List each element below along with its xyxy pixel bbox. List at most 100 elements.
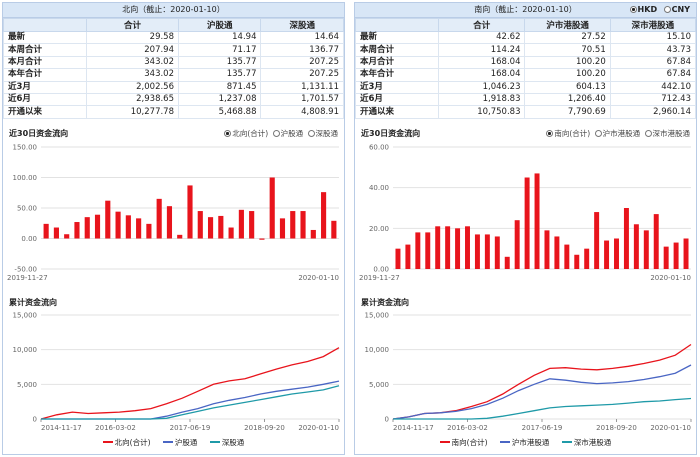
radio-label: 深股通: [315, 129, 339, 138]
row-label: 开通以来: [355, 105, 439, 119]
bar: [594, 212, 600, 269]
southbound-cumulative-chart: 15,000 10,000 5,000 0 2014-11-17 2016-03-02 20…: [365, 312, 692, 432]
bar: [524, 177, 530, 269]
cell-sz: 712.43: [609, 92, 697, 107]
cell-total: 2,002.56: [86, 80, 179, 94]
bar: [177, 234, 183, 239]
bar: [279, 218, 286, 239]
x-tick-label: 2016-03-02: [447, 424, 488, 432]
row-label: 近3月: [3, 80, 87, 94]
bar: [136, 218, 142, 239]
x-tick-label: 2019-11-27: [359, 274, 400, 282]
radio-selected-icon: [629, 6, 637, 13]
y-tick-label: 20.00: [369, 225, 389, 233]
radio-option-sz-hk[interactable]: 深市港股通: [644, 128, 691, 139]
radio-option-sh[interactable]: 沪股通: [272, 128, 303, 139]
cell-sz: 67.84: [609, 68, 697, 82]
x-tick-label: 2019-11-27: [7, 274, 48, 282]
series-line: [41, 385, 340, 420]
row-label: 近3月: [355, 80, 439, 94]
legend-swatch: [561, 441, 572, 443]
cumulative-chart-title: 累计资金流向: [361, 298, 409, 307]
series-line: [40, 347, 340, 420]
header-cell: [355, 18, 439, 32]
radio-option-north-total[interactable]: 北向(合计): [224, 128, 268, 139]
bar: [218, 215, 224, 239]
legend-label: 北向(合计): [114, 438, 151, 447]
row-label: 本月合计: [3, 55, 87, 70]
legend-swatch: [102, 441, 113, 443]
table-row: 开通以来 10,750.83 7,790.69 2,960.14: [355, 105, 697, 119]
table-row: 本周合计 114.24 70.51 43.73: [355, 43, 697, 57]
x-tick-label: 2014-11-17: [393, 424, 434, 432]
bar: [484, 234, 490, 269]
cell-sh: 70.51: [524, 43, 611, 57]
cell-sh: 1,206.40: [524, 92, 611, 107]
table-row: 近6月 2,938.65 1,237.08 1,701.57: [3, 92, 344, 107]
cell-sz: 14.64: [260, 30, 344, 45]
table-row: 本年合计 168.04 100.20 67.84: [355, 68, 697, 82]
bar: [415, 232, 421, 269]
radio-option-south-total[interactable]: 南向(合计): [546, 128, 590, 139]
header-cell: 合计: [86, 18, 179, 32]
y-tick-label: 15,000: [365, 312, 390, 320]
cell-sh: 71.17: [177, 43, 262, 57]
radio-option-sz[interactable]: 深股通: [307, 128, 339, 139]
cell-sh: 7,790.69: [524, 105, 611, 119]
cell-total: 114.24: [437, 43, 526, 57]
y-tick-label: -50.00: [14, 266, 37, 274]
y-tick-label: 0: [385, 416, 389, 424]
radio-icon: [644, 130, 652, 137]
cell-total: 1,046.23: [437, 80, 526, 94]
radio-label: 沪市港股通: [602, 129, 641, 138]
row-label: 开通以来: [3, 105, 87, 119]
flow-chart-title: 近30日资金流向: [361, 129, 421, 138]
cell-total: 207.94: [86, 43, 179, 57]
cell-sz: 4,808.91: [260, 105, 344, 119]
cell-sz: 15.10: [609, 30, 697, 45]
row-label: 最新: [355, 30, 439, 45]
northbound-table: 合计 沪股通 深股通 最新 29.58 14.94 14.64 本周合计 207.94 7…: [3, 18, 344, 119]
currency-option-hkd[interactable]: HKD: [629, 4, 657, 16]
row-label: 最新: [3, 30, 87, 45]
bar: [238, 209, 244, 239]
y-tick-label: 60.00: [369, 144, 389, 152]
bar: [74, 222, 80, 239]
table-header-row: 合计 沪市港股通 深市港股通: [355, 18, 697, 32]
series-line: [393, 397, 692, 420]
row-label: 本年合计: [3, 68, 87, 82]
legend-label: 深股通: [221, 438, 245, 447]
cell-sh: 100.20: [524, 55, 611, 70]
cell-sh: 1,237.08: [177, 92, 262, 107]
bar: [554, 236, 560, 269]
currency-toggle: HKD CNY: [626, 4, 690, 16]
table-row: 近3月 2,002.56 871.45 1,131.11: [3, 80, 344, 94]
radio-label: 深市港股通: [652, 129, 691, 138]
flow-series-radios: 南向(合计) 沪市港股通 深市港股通: [544, 128, 690, 139]
radio-icon: [272, 130, 280, 137]
cell-total: 1,918.83: [437, 92, 526, 107]
bar: [53, 227, 59, 239]
currency-label: CNY: [671, 5, 690, 14]
cell-sz: 136.77: [260, 43, 344, 57]
radio-option-sh-hk[interactable]: 沪市港股通: [594, 128, 641, 139]
y-tick-label: 0: [33, 416, 37, 424]
bar: [425, 232, 431, 269]
x-tick-label: 2017-06-19: [170, 424, 211, 432]
row-label: 近6月: [3, 92, 87, 107]
bar: [514, 220, 520, 269]
northbound-panel: 北向（截止：2020-01-10） 合计 沪股通 深股通 最新 29.58 14.9…: [2, 2, 345, 455]
bar: [683, 238, 689, 269]
currency-option-cny[interactable]: CNY: [663, 4, 690, 16]
bar: [331, 220, 337, 239]
table-row: 近6月 1,918.83 1,206.40 712.43: [355, 92, 697, 107]
x-tick-label: 2014-11-17: [41, 424, 82, 432]
radio-icon: [307, 130, 315, 137]
table-row: 最新 42.62 27.52 15.10: [355, 30, 697, 45]
x-tick-label: 2016-03-02: [95, 424, 136, 432]
legend-swatch: [439, 441, 450, 443]
row-label: 近6月: [355, 92, 439, 107]
legend-label: 沪股通: [174, 438, 198, 447]
cell-sh: 27.52: [524, 30, 611, 45]
